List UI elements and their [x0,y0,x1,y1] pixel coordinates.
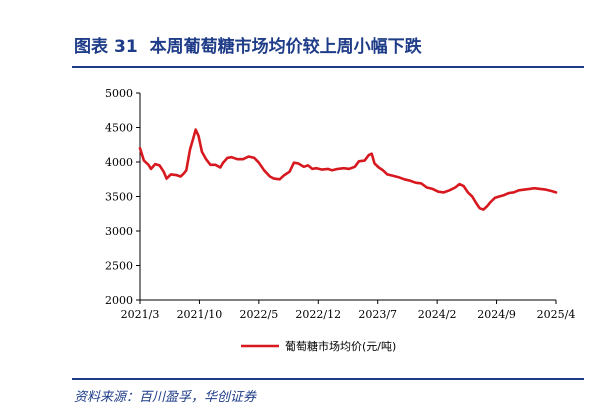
x-tick-label: 2022/5 [240,308,279,321]
y-tick-label: 4000 [105,156,133,169]
figure-title: 本周葡萄糖市场均价较上周小幅下跌 [149,37,422,57]
x-tick-label: 2024/2 [418,308,457,321]
x-tick-label: 2021/3 [121,308,160,321]
y-tick-label: 2000 [105,294,133,307]
x-tick-label: 2021/10 [177,308,223,321]
y-tick-label: 3500 [105,191,133,204]
series-line [138,128,558,211]
chart-title: 图表 31 本周葡萄糖市场均价较上周小幅下跌 [74,32,422,57]
y-tick-label: 5000 [105,87,133,100]
source-note: 资料来源：百川盈孚，华创证券 [74,390,257,405]
y-tick-label: 4500 [105,122,133,135]
source-rule [72,378,584,380]
x-tick-label: 2022/12 [295,308,341,321]
figure-number: 31 [114,37,138,57]
y-tick-label: 3000 [105,225,133,238]
y-tick-label: 2500 [105,260,133,273]
x-tick-label: 2024/9 [477,308,516,321]
legend-label: 葡萄糖市场均价(元/吨) [285,339,396,353]
title-rule [72,66,584,68]
figure-label: 图表 [74,37,108,57]
x-tick-label: 2023/7 [358,308,397,321]
x-tick-label: 2025/4 [537,308,576,321]
